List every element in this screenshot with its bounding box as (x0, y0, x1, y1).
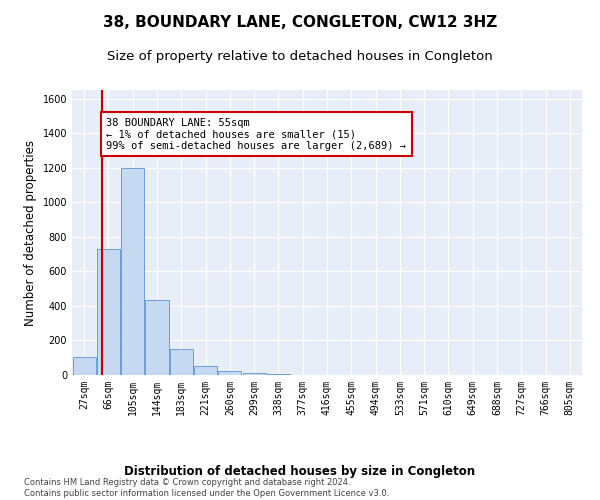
Bar (121, 168, 144, 375)
Text: 38 BOUNDARY LANE: 55sqm
← 1% of detached houses are smaller (15)
99% of semi-det: 38 BOUNDARY LANE: 55sqm ← 1% of detached… (106, 118, 406, 151)
Text: Distribution of detached houses by size in Congleton: Distribution of detached houses by size … (124, 465, 476, 478)
Bar (170, 349, 193, 375)
Text: Contains HM Land Registry data © Crown copyright and database right 2024.
Contai: Contains HM Land Registry data © Crown c… (24, 478, 389, 498)
Bar (145, 300, 169, 375)
Bar (267, 374, 290, 375)
Bar (242, 374, 266, 375)
Text: 38, BOUNDARY LANE, CONGLETON, CW12 3HZ: 38, BOUNDARY LANE, CONGLETON, CW12 3HZ (103, 15, 497, 30)
Bar (194, 366, 217, 375)
Bar (218, 370, 241, 375)
Y-axis label: Number of detached properties: Number of detached properties (24, 140, 37, 326)
Text: Size of property relative to detached houses in Congleton: Size of property relative to detached ho… (107, 50, 493, 63)
Bar (73, 357, 95, 375)
Bar (97, 249, 120, 375)
